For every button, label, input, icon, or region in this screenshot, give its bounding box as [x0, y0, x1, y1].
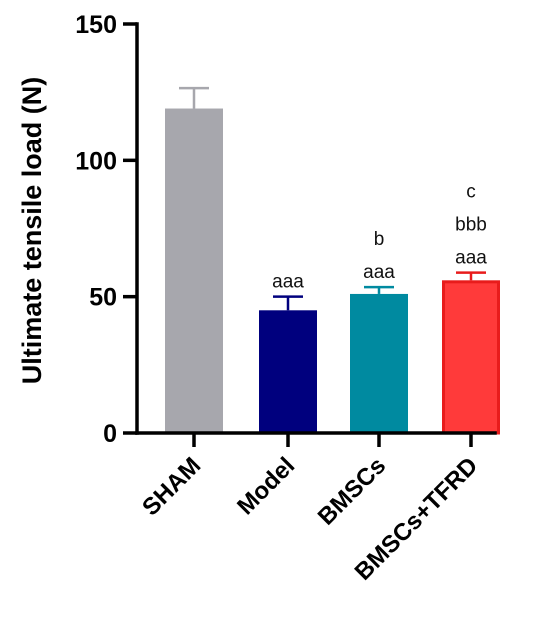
- bar-model: [259, 310, 317, 433]
- bars-layer: [165, 108, 500, 435]
- x-tick-label: BMSCs: [313, 452, 391, 530]
- significance-label: aaa: [272, 272, 304, 293]
- y-tick-label: 50: [89, 284, 117, 312]
- x-tick-label: SHAM: [137, 452, 206, 521]
- significance-label: c: [466, 182, 476, 203]
- significance-label: aaa: [363, 262, 395, 283]
- annotations-layer: aaa b aaa c bbb aaa: [272, 182, 487, 293]
- bar-sham: [165, 108, 223, 433]
- error-bars-layer: [179, 86, 486, 311]
- y-ticks-layer: 0 50 100 150: [75, 11, 137, 448]
- y-tick-label: 100: [75, 147, 117, 175]
- axes-layer: [135, 22, 497, 435]
- significance-label: b: [374, 229, 385, 250]
- significance-label: bbb: [455, 215, 487, 236]
- y-tick-label: 150: [75, 11, 117, 39]
- x-tick-label: Model: [232, 452, 300, 520]
- y-tick-label: 0: [103, 420, 117, 448]
- y-axis-title: Ultimate tensile load (N): [17, 77, 47, 385]
- significance-label: aaa: [455, 248, 487, 269]
- bar-bmscs-tfrd: [442, 280, 500, 435]
- bar-bmscs: [350, 293, 408, 433]
